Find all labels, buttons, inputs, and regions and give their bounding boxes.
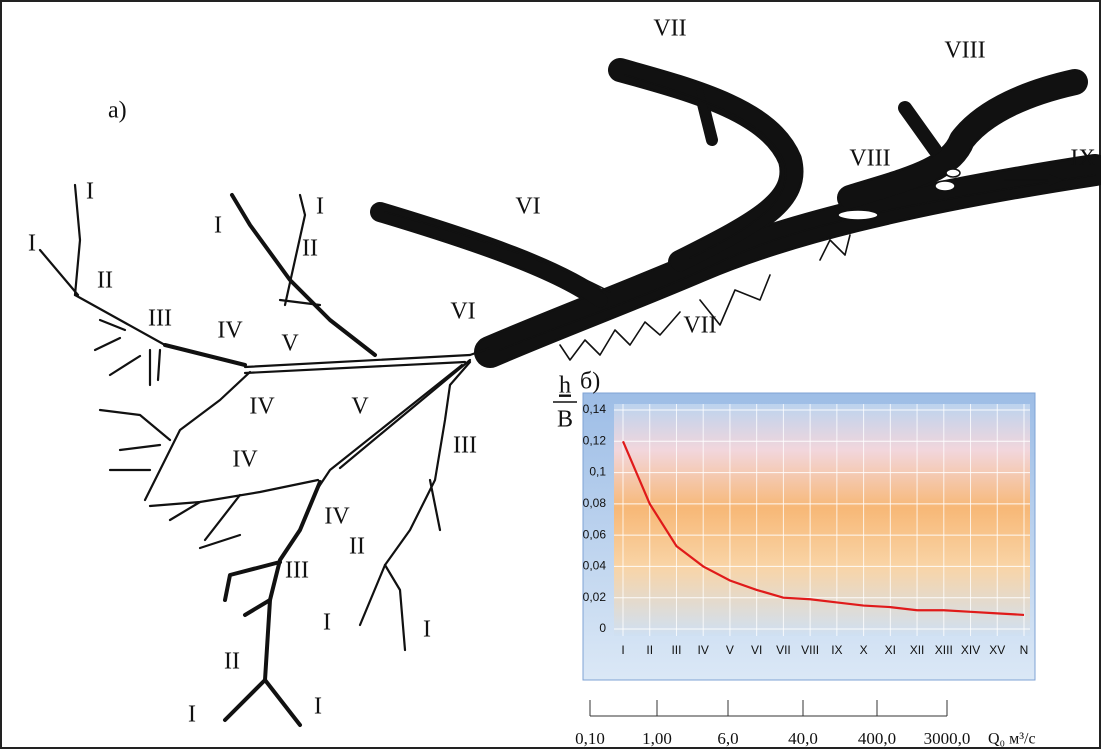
order-label: I [28, 231, 36, 257]
order-label: IV [217, 318, 243, 344]
order-label: I [188, 702, 196, 728]
order-label: VI [450, 299, 475, 325]
order-label: I [316, 194, 324, 220]
panel-label: б) [580, 369, 600, 395]
x-tick-label: IX [831, 643, 842, 657]
order-label: VI [515, 194, 540, 220]
x-tick-label: N [1020, 643, 1029, 657]
order-label: III [285, 558, 309, 584]
order-label: IX [1070, 146, 1095, 172]
q-tick-label: 0,10 [575, 729, 605, 748]
y-tick-label: 0,1 [589, 465, 606, 479]
y-axis-label: B [557, 407, 573, 433]
y-tick-label: 0,08 [583, 496, 607, 510]
order-label: I [314, 694, 322, 720]
q-tick-label: 40,0 [788, 729, 818, 748]
q-axis-label: Q₀ м³/с [988, 731, 1036, 748]
x-tick-label: I [621, 643, 624, 657]
x-tick-label: III [671, 643, 681, 657]
x-tick-label: II [646, 643, 653, 657]
order-label: I [86, 179, 94, 205]
x-tick-label: V [726, 643, 734, 657]
order-label: II [302, 236, 318, 262]
x-tick-label: XIII [935, 643, 953, 657]
panel-label: a) [108, 98, 127, 124]
q-tick-label: 6,0 [717, 729, 738, 748]
order-label: VII [653, 16, 686, 42]
order-label: II [349, 534, 365, 560]
x-tick-label: XI [885, 643, 896, 657]
order-label: III [453, 433, 477, 459]
x-tick-label: XII [910, 643, 925, 657]
y-tick-label: 0,14 [583, 402, 607, 416]
q-tick-label: 400,0 [858, 729, 896, 748]
x-tick-label: VI [751, 643, 762, 657]
figure: a) VIIVIIIVIIIIXVIVIVIIIIIIIIIIVVIIIIIVV… [0, 0, 1101, 749]
order-label: III [148, 306, 172, 332]
x-tick-label: X [860, 643, 868, 657]
order-label: V [281, 331, 299, 357]
order-label: II [224, 649, 240, 675]
y-tick-label: 0,04 [583, 559, 607, 573]
order-label: I [423, 617, 431, 643]
order-label: IV [324, 504, 350, 530]
x-tick-label: VIII [801, 643, 819, 657]
q-tick-label: 3000,0 [924, 729, 971, 748]
order-label: VIII [849, 146, 890, 172]
order-label: II [97, 268, 113, 294]
y-tick-label: 0,12 [583, 433, 607, 447]
y-axis-label: h [559, 373, 571, 399]
x-tick-label: IV [698, 643, 709, 657]
x-tick-label: XIV [961, 643, 980, 657]
order-label: V [351, 394, 369, 420]
order-label: VII [683, 313, 716, 339]
y-tick-label: 0,02 [583, 590, 607, 604]
order-label: IV [249, 394, 275, 420]
order-label: I [214, 213, 222, 239]
y-tick-label: 0,06 [583, 527, 607, 541]
order-label: VIII [944, 38, 985, 64]
q-tick-label: 1,00 [642, 729, 672, 748]
y-tick-label: 0 [599, 621, 606, 635]
order-label: IV [232, 447, 258, 473]
x-tick-label: VII [776, 643, 791, 657]
x-tick-label: XV [989, 643, 1005, 657]
order-label: I [323, 610, 331, 636]
